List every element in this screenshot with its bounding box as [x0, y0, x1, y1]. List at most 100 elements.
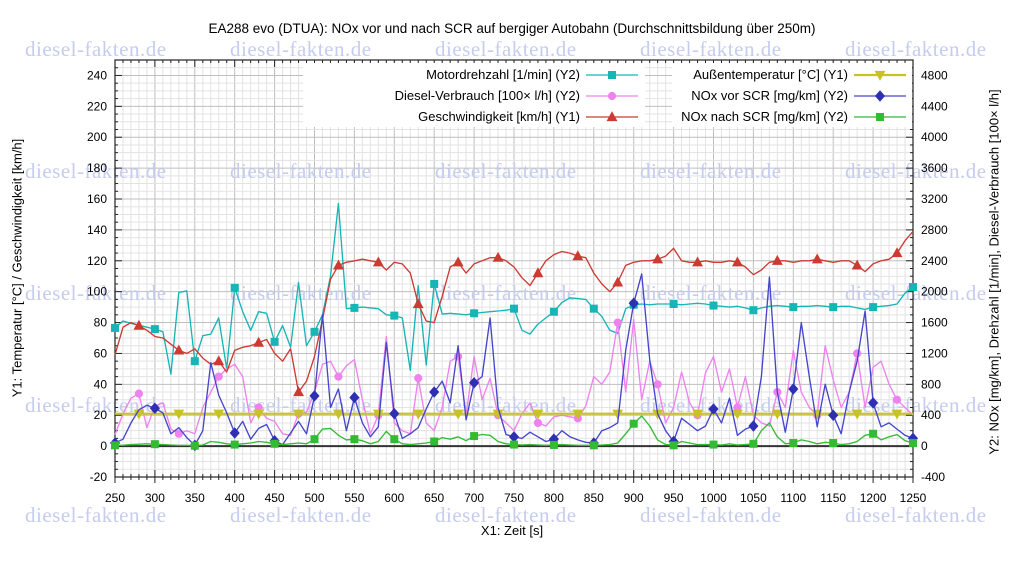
watermark-text: diesel-fakten.de: [435, 159, 577, 183]
x-tick-label: 1250: [900, 491, 927, 505]
square-marker: [310, 435, 319, 444]
y1-tick-label: 100: [87, 285, 107, 299]
square-marker: [150, 440, 159, 449]
triangle-up-marker: [213, 355, 225, 366]
x-tick-label: 650: [424, 491, 444, 505]
square-marker: [510, 304, 518, 313]
watermark-text: diesel-fakten.de: [435, 37, 577, 61]
triangle-up-marker: [731, 256, 743, 267]
x-tick-label: 950: [664, 491, 684, 505]
legend-label: NOx nach SCR [mg/km] (Y2): [681, 109, 848, 124]
square-marker: [669, 300, 678, 309]
square-marker: [789, 303, 798, 312]
circle-marker: [653, 380, 662, 389]
y1-tick-label: 160: [87, 192, 107, 206]
y2-axis-title: Y2: NOx [mg/km], Drehzahl [1/min], Diese…: [986, 89, 1002, 455]
watermark-text: diesel-fakten.de: [25, 159, 167, 183]
x-tick-label: 700: [464, 491, 484, 505]
square-marker: [829, 303, 838, 312]
x-tick-label: 300: [145, 491, 165, 505]
x-tick-label: 1000: [700, 491, 727, 505]
x-tick-label: 1100: [780, 491, 806, 505]
diamond-marker: [874, 90, 886, 102]
square-marker: [829, 439, 838, 448]
y2-tick-label: 3200: [921, 192, 948, 206]
triangle-up-marker: [532, 267, 544, 278]
watermark-text: diesel-fakten.de: [845, 159, 987, 183]
diamond-marker: [349, 391, 360, 404]
circle-marker: [334, 372, 343, 381]
y1-tick-label: 180: [87, 161, 107, 175]
x-tick-label: 250: [105, 491, 125, 505]
x-tick-label: 800: [544, 491, 564, 505]
square-marker: [150, 325, 159, 334]
triangle-down-marker: [412, 409, 424, 420]
circle-marker: [892, 395, 902, 404]
watermark-text: diesel-fakten.de: [25, 503, 167, 527]
x-tick-label: 750: [504, 491, 524, 505]
series-0: [111, 202, 917, 375]
x-tick-label: 1050: [740, 491, 767, 505]
circle-marker: [607, 91, 617, 101]
square-marker: [909, 439, 917, 448]
triangle-up-marker: [612, 276, 624, 287]
y1-tick-label: 140: [87, 223, 107, 237]
triangle-up-marker: [492, 251, 504, 262]
watermark-text: diesel-fakten.de: [230, 503, 372, 527]
circle-marker: [613, 318, 622, 327]
diamond-marker: [469, 377, 480, 389]
triangle-up-marker: [771, 254, 783, 265]
triangle-up-marker: [811, 253, 823, 264]
triangle-down-marker: [771, 409, 783, 420]
x-tick-label: 600: [384, 491, 404, 505]
square-marker: [549, 440, 558, 449]
legend-label: Diesel-Verbrauch [100× l/h] (Y2): [395, 88, 580, 103]
square-marker: [270, 337, 279, 346]
diamond-marker: [429, 386, 440, 398]
triangle-down-marker: [173, 409, 185, 420]
triangle-up-marker: [606, 111, 618, 122]
watermark-text: diesel-fakten.de: [640, 37, 782, 61]
series-3: [115, 409, 913, 420]
triangle-up-marker: [692, 256, 703, 267]
legend-label: NOx vor SCR [mg/km] (Y2): [691, 88, 848, 103]
square-marker: [111, 441, 119, 450]
circle-marker: [214, 372, 223, 381]
diamond-marker: [229, 427, 240, 439]
diamond-marker: [149, 402, 160, 415]
triangle-down-marker: [452, 409, 464, 420]
circle-marker: [853, 349, 862, 358]
square-marker: [909, 283, 917, 292]
x-tick-label: 350: [185, 491, 205, 505]
triangle-up-marker: [891, 247, 903, 258]
triangle-up-marker: [851, 259, 863, 270]
watermark-text: diesel-fakten.de: [845, 503, 987, 527]
triangle-down-marker: [851, 409, 863, 420]
square-marker: [510, 440, 518, 449]
watermark-text: diesel-fakten.de: [230, 37, 372, 61]
square-marker: [589, 304, 598, 313]
square-marker: [350, 303, 359, 312]
diamond-marker: [309, 390, 320, 402]
watermark-layer: diesel-fakten.de diesel-fakten.de diesel-f…: [25, 37, 987, 527]
triangle-up-marker: [652, 253, 664, 264]
square-marker: [470, 309, 479, 318]
triangle-down-marker: [253, 409, 265, 420]
square-marker: [310, 327, 319, 336]
watermark-text: diesel-fakten.de: [230, 159, 372, 183]
triangle-down-marker: [532, 409, 544, 420]
watermark-text: diesel-fakten.de: [845, 37, 987, 61]
watermark-text: diesel-fakten.de: [25, 37, 167, 61]
square-marker: [430, 437, 439, 446]
square-marker: [869, 303, 878, 312]
y2-tick-label: -400: [921, 470, 945, 484]
y2-tick-label: 2000: [921, 285, 948, 299]
series-line: [114, 318, 914, 436]
y1-tick-label: 0: [100, 439, 107, 453]
triangle-up-marker: [572, 250, 584, 261]
triangle-down-marker: [213, 409, 225, 420]
tick-labels: 250 300 350 400 450 500 550 600 650 700 750 800 850 9…: [87, 68, 948, 505]
y2-tick-label: 3600: [921, 161, 948, 175]
